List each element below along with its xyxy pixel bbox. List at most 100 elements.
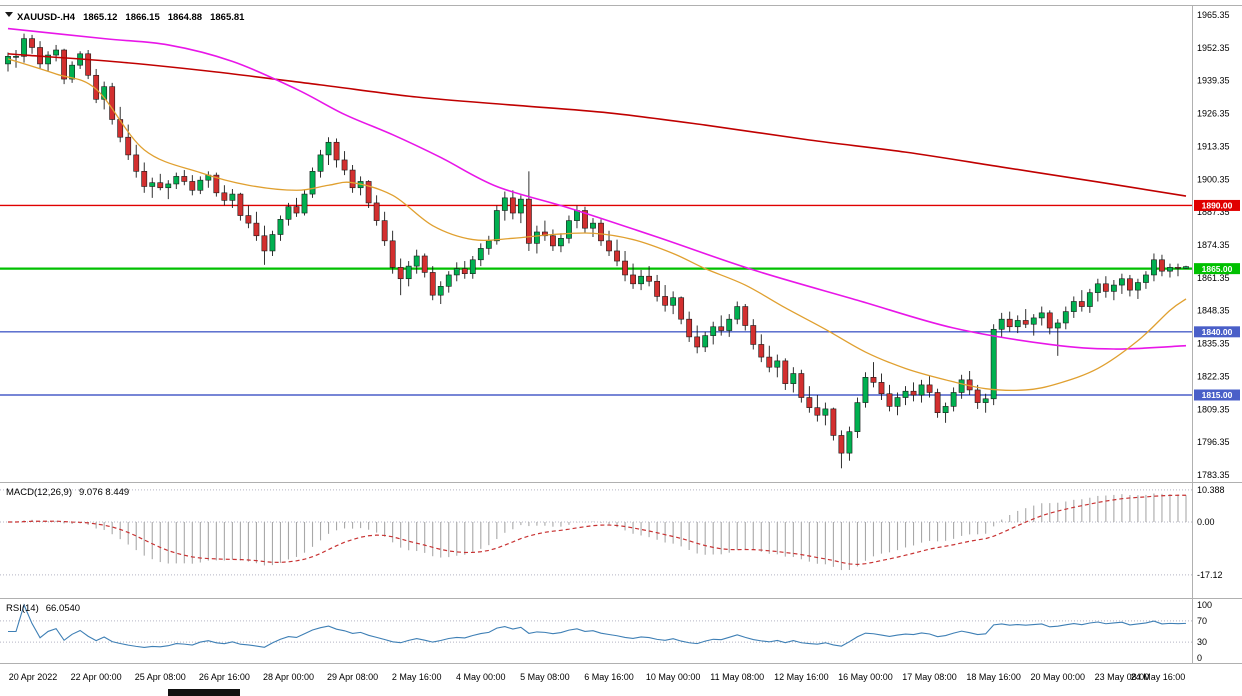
candle-bear	[125, 136, 132, 156]
time-axis-label: 22 Apr 00:00	[71, 672, 122, 682]
candle-bull	[269, 234, 276, 252]
price-axis-tick: 1822.35	[1197, 371, 1230, 381]
macd-signal-line	[8, 494, 1187, 566]
rsi-label: RSI(14) 66.0540	[6, 603, 80, 614]
candle-bull	[710, 326, 717, 336]
candle-bear	[718, 326, 725, 331]
candle-bear	[429, 272, 436, 296]
price-line-badge[interactable]	[1194, 326, 1240, 338]
price-line-badge-label: 1815.00	[1202, 390, 1233, 400]
candle-bull	[285, 206, 292, 220]
candle-bear	[766, 356, 773, 368]
candle-bear	[181, 176, 188, 182]
candle-bull	[558, 238, 564, 247]
candle-bull	[822, 408, 829, 416]
candle-bull	[165, 183, 172, 189]
candle-bull	[734, 306, 741, 320]
candle-bear	[1022, 320, 1029, 325]
low-value: 1864.88	[168, 12, 202, 23]
time-axis-label: 4 May 00:00	[456, 672, 506, 682]
candle-bear	[293, 206, 300, 214]
candle-bull	[517, 198, 524, 214]
panel-borders	[0, 5, 1242, 664]
time-axis-label: 11 May 08:00	[710, 672, 764, 682]
candle-bear	[221, 192, 228, 201]
rsi-axis-tick: 100	[1197, 600, 1212, 610]
candle-bear	[910, 390, 917, 396]
price-line-badge[interactable]	[1194, 199, 1240, 211]
price-axis-tick: 1796.35	[1197, 437, 1230, 447]
price-line-badge[interactable]	[1194, 389, 1240, 401]
candle-bull	[1110, 284, 1117, 292]
candle-bear	[341, 159, 348, 171]
candle-bear	[1006, 318, 1013, 328]
candle-bull	[149, 182, 156, 187]
candle-bear	[397, 267, 404, 280]
candle-bear	[934, 392, 941, 413]
candle-bull	[774, 360, 781, 368]
candle-bull	[638, 275, 644, 285]
candle-bear	[886, 393, 893, 407]
price-line-badge[interactable]	[1194, 263, 1240, 275]
candle-bear	[237, 193, 244, 216]
symbol-marker-icon	[5, 12, 13, 17]
candle-bull	[854, 402, 861, 432]
candle-bear	[381, 220, 388, 242]
candle-bull	[894, 397, 901, 407]
candle-bull	[101, 86, 108, 100]
candle-bull	[902, 390, 909, 398]
candle-bear	[109, 86, 116, 120]
candle-bull	[942, 406, 949, 413]
candle-bull	[173, 176, 180, 185]
time-axis-label: 28 Apr 00:00	[263, 672, 314, 682]
rsi-series	[8, 603, 1187, 648]
rsi-value: 66.0540	[46, 603, 80, 614]
price-axis-tick: 1887.35	[1197, 207, 1230, 217]
candle-bear	[261, 235, 268, 252]
price-axis-tick: 1861.35	[1197, 273, 1230, 283]
high-value: 1866.15	[125, 12, 160, 23]
candle-bear	[1102, 283, 1109, 292]
candle-bull	[309, 171, 316, 195]
candle-bull	[1094, 283, 1101, 293]
rsi-axis-tick: 70	[1197, 616, 1207, 626]
candle-bull	[13, 56, 19, 58]
candle-bear	[782, 360, 789, 384]
candle-bear	[694, 336, 701, 348]
candle-bull	[1183, 266, 1189, 269]
price-axis-tick: 1848.35	[1197, 306, 1230, 316]
candle-bull	[1135, 282, 1141, 291]
time-axis-label: 6 May 16:00	[584, 672, 634, 682]
rsi-chart: 100 70 30 0	[0, 600, 1212, 663]
candle-bear	[926, 384, 933, 393]
candle-bull	[477, 248, 484, 261]
candle-bear	[525, 198, 532, 244]
candle-bull	[501, 197, 508, 211]
scrollbar-thumb[interactable]	[168, 689, 240, 696]
price-axis-tick: 1926.35	[1197, 109, 1230, 119]
time-axis-label: 18 May 16:00	[966, 672, 1021, 682]
candle-bull	[413, 255, 420, 267]
candle-bull	[1118, 278, 1125, 286]
candle-bull	[5, 56, 11, 65]
time-axis-label: 5 May 08:00	[520, 672, 570, 682]
candle-bull	[790, 373, 797, 384]
candle-bear	[189, 181, 196, 191]
time-axis-label: 2 May 16:00	[392, 672, 442, 682]
candle-bear	[806, 397, 813, 408]
candle-bear	[758, 344, 765, 358]
candle-bull	[197, 179, 204, 191]
candle-bear	[622, 260, 628, 276]
candle-bull	[533, 231, 540, 244]
macd-label: MACD(12,26,9) 9.076 8.449	[6, 487, 129, 498]
candle-bull	[862, 377, 869, 403]
price-line-badges[interactable]: 1890.00 1865.00 1840.00 1815.00	[1194, 199, 1240, 401]
candle-bear	[678, 297, 685, 320]
candle-bear	[461, 268, 468, 274]
candle-bear	[133, 154, 140, 172]
candle-bull	[301, 193, 308, 214]
ma-slow-red	[7, 52, 1187, 197]
time-axis: 20 Apr 2022 22 Apr 00:00 25 Apr 08:00 26 Ap…	[9, 672, 1186, 682]
candle-bear	[1078, 301, 1085, 307]
